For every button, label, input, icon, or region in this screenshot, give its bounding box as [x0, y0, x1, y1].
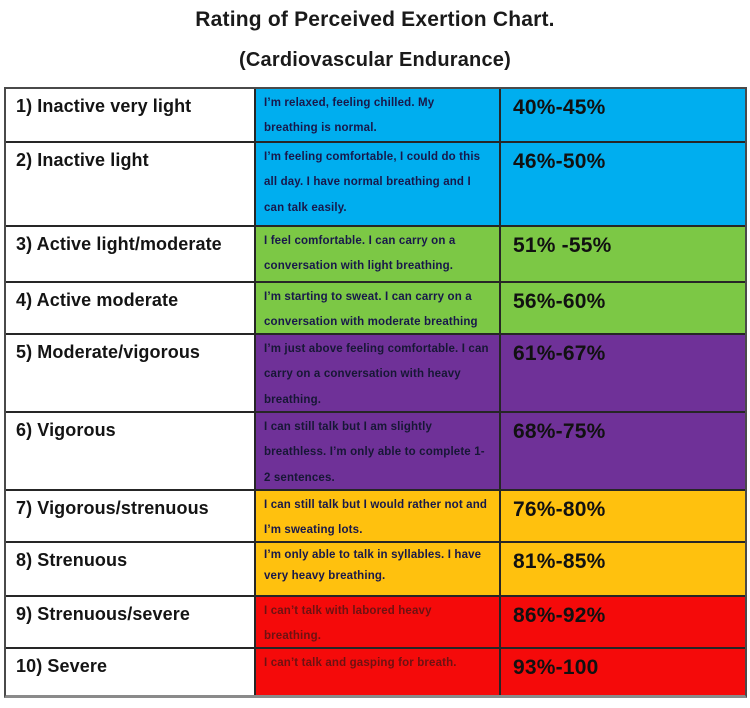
- exertion-description: I can’t talk and gasping for breath.: [264, 657, 457, 669]
- exertion-level-label: 5) Moderate/vigorous: [6, 335, 256, 411]
- rpe-table: 1) Inactive very light I’m relaxed, feel…: [4, 87, 747, 698]
- exertion-description: I’m only able to talk in syllables. I ha…: [264, 549, 482, 582]
- heart-rate-range: 40%-45%: [501, 89, 745, 141]
- table-row: 9) Strenuous/severe I can’t talk with la…: [6, 595, 745, 647]
- exertion-level-label: 1) Inactive very light: [6, 89, 256, 141]
- heart-rate-range: 51% -55%: [501, 227, 745, 281]
- exertion-description: I can still talk but I would rather not …: [264, 499, 488, 537]
- table-row: 6) Vigorous I can still talk but I am sl…: [6, 411, 745, 489]
- table-row: 8) Strenuous I’m only able to talk in sy…: [6, 541, 745, 595]
- exertion-description: I’m just above feeling comfortable. I ca…: [264, 343, 489, 406]
- exertion-description-cell: I feel comfortable. I can carry on a con…: [256, 227, 501, 281]
- exertion-description-cell: I’m starting to sweat. I can carry on a …: [256, 283, 501, 333]
- exertion-description: I’m feeling comfortable, I could do this…: [264, 151, 481, 214]
- exertion-description: I feel comfortable. I can carry on a con…: [264, 235, 456, 273]
- table-row: 5) Moderate/vigorous I’m just above feel…: [6, 333, 745, 411]
- exertion-description-cell: I can still talk but I am slightly breat…: [256, 413, 501, 489]
- exertion-description-cell: I can’t talk and gasping for breath.: [256, 649, 501, 695]
- exertion-description-cell: I’m relaxed, feeling chilled. My breathi…: [256, 89, 501, 141]
- exertion-level-label: 9) Strenuous/severe: [6, 597, 256, 647]
- exertion-description-cell: I’m feeling comfortable, I could do this…: [256, 143, 501, 225]
- exertion-level-label: 2) Inactive light: [6, 143, 256, 225]
- exertion-level-label: 4) Active moderate: [6, 283, 256, 333]
- table-row: 2) Inactive light I’m feeling comfortabl…: [6, 141, 745, 225]
- table-row: 3) Active light/moderate I feel comforta…: [6, 225, 745, 281]
- exertion-level-label: 7) Vigorous/strenuous: [6, 491, 256, 541]
- heart-rate-range: 76%-80%: [501, 491, 745, 541]
- heart-rate-range: 61%-67%: [501, 335, 745, 411]
- exertion-description: I can still talk but I am slightly breat…: [264, 421, 485, 484]
- exertion-description-cell: I can’t talk with labored heavy breathin…: [256, 597, 501, 647]
- table-row: 10) Severe I can’t talk and gasping for …: [6, 647, 745, 695]
- exertion-description-cell: I’m only able to talk in syllables. I ha…: [256, 543, 501, 595]
- exertion-description: I can’t talk with labored heavy breathin…: [264, 605, 432, 643]
- exertion-level-label: 10) Severe: [6, 649, 256, 695]
- table-row: 1) Inactive very light I’m relaxed, feel…: [6, 89, 745, 141]
- table-row: 4) Active moderate I’m starting to sweat…: [6, 281, 745, 333]
- exertion-description-cell: I can still talk but I would rather not …: [256, 491, 501, 541]
- heart-rate-range: 86%-92%: [501, 597, 745, 647]
- page-title: Rating of Perceived Exertion Chart.: [195, 8, 555, 31]
- exertion-description: I’m relaxed, feeling chilled. My breathi…: [264, 97, 435, 135]
- heart-rate-range: 93%-100: [501, 649, 745, 695]
- heart-rate-range: 56%-60%: [501, 283, 745, 333]
- heart-rate-range: 46%-50%: [501, 143, 745, 225]
- exertion-level-label: 6) Vigorous: [6, 413, 256, 489]
- exertion-description: I’m starting to sweat. I can carry on a …: [264, 291, 478, 329]
- exertion-description-cell: I’m just above feeling comfortable. I ca…: [256, 335, 501, 411]
- exertion-level-label: 3) Active light/moderate: [6, 227, 256, 281]
- heart-rate-range: 81%-85%: [501, 543, 745, 595]
- page-subtitle: (Cardiovascular Endurance): [239, 49, 511, 71]
- table-row: 7) Vigorous/strenuous I can still talk b…: [6, 489, 745, 541]
- heart-rate-range: 68%-75%: [501, 413, 745, 489]
- exertion-level-label: 8) Strenuous: [6, 543, 256, 595]
